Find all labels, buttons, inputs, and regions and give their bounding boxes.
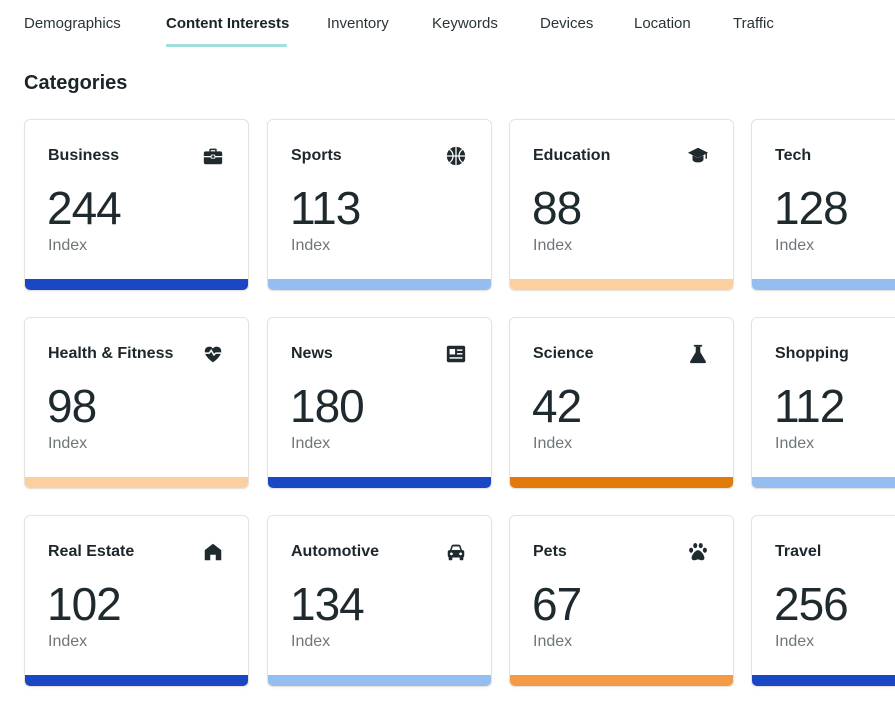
- card-unit: Index: [291, 435, 331, 452]
- flask-icon: [690, 344, 706, 364]
- tab-content-interests[interactable]: Content Interests: [166, 15, 290, 32]
- category-card-automotive[interactable]: Automotive 134 Index: [267, 515, 492, 687]
- card-accent-bar: [752, 675, 895, 686]
- card-unit: Index: [533, 237, 573, 254]
- paw-icon: [689, 543, 707, 561]
- card-title: Science: [533, 345, 594, 362]
- card-value: 88: [532, 182, 582, 234]
- card-title: Health & Fitness: [48, 345, 174, 362]
- card-accent-bar: [25, 675, 248, 686]
- card-unit: Index: [48, 633, 88, 650]
- card-title: Sports: [291, 147, 342, 164]
- card-accent-bar: [268, 279, 491, 290]
- tab-demographics[interactable]: Demographics: [24, 15, 121, 32]
- card-unit: Index: [533, 633, 573, 650]
- card-accent-bar: [268, 675, 491, 686]
- car-icon: [447, 544, 465, 561]
- card-title: Tech: [775, 147, 812, 164]
- category-card-pets[interactable]: Pets 67 Index: [509, 515, 734, 687]
- tab-bar: Demographics Content Interests Inventory…: [0, 0, 895, 48]
- heart-pulse-icon: [204, 346, 222, 363]
- card-accent-bar: [268, 477, 491, 488]
- card-title: Business: [48, 147, 120, 164]
- card-title: Education: [533, 147, 611, 164]
- card-unit: Index: [775, 633, 815, 650]
- card-title: News: [291, 345, 333, 362]
- card-value: 244: [47, 182, 122, 234]
- category-card-education[interactable]: Education 88 Index: [509, 119, 734, 291]
- card-value: 113: [290, 182, 361, 234]
- card-value: 67: [532, 578, 582, 630]
- category-card-tech[interactable]: Tech 128 Index: [751, 119, 895, 291]
- card-value: 256: [774, 578, 849, 630]
- card-accent-bar: [510, 675, 733, 686]
- house-icon: [204, 543, 222, 561]
- card-title: Automotive: [291, 543, 379, 560]
- card-accent-bar: [752, 279, 895, 290]
- card-value: 180: [290, 380, 365, 432]
- card-title: Pets: [533, 543, 567, 560]
- active-tab-indicator: [166, 44, 287, 47]
- card-accent-bar: [25, 477, 248, 488]
- card-title: Real Estate: [48, 543, 135, 560]
- card-accent-bar: [752, 477, 895, 488]
- card-unit: Index: [775, 237, 815, 254]
- category-card-business[interactable]: Business 244 Index: [24, 119, 249, 291]
- tab-inventory[interactable]: Inventory: [327, 15, 389, 32]
- tab-devices[interactable]: Devices: [540, 15, 594, 32]
- basketball-icon: [446, 146, 466, 166]
- card-value: 134: [290, 578, 365, 630]
- briefcase-icon: [203, 148, 223, 165]
- card-value: 98: [47, 380, 97, 432]
- category-card-science[interactable]: Science 42 Index: [509, 317, 734, 489]
- card-unit: Index: [291, 633, 331, 650]
- card-value: 128: [774, 182, 849, 234]
- card-unit: Index: [48, 237, 88, 254]
- card-unit: Index: [48, 435, 88, 452]
- tab-keywords[interactable]: Keywords: [432, 15, 498, 32]
- tab-location[interactable]: Location: [634, 15, 691, 32]
- category-card-travel[interactable]: Travel 256 Index: [751, 515, 895, 687]
- category-card-real-estate[interactable]: Real Estate 102 Index: [24, 515, 249, 687]
- graduation-cap-icon: [687, 147, 709, 163]
- card-title: Travel: [775, 543, 822, 560]
- category-card-news[interactable]: News 180 Index: [267, 317, 492, 489]
- card-accent-bar: [25, 279, 248, 290]
- card-accent-bar: [510, 279, 733, 290]
- card-value: 42: [532, 380, 582, 432]
- tab-traffic[interactable]: Traffic: [733, 15, 774, 32]
- category-card-health-fitness[interactable]: Health & Fitness 98 Index: [24, 317, 249, 489]
- card-accent-bar: [510, 477, 733, 488]
- card-unit: Index: [775, 435, 815, 452]
- card-value: 102: [47, 578, 122, 630]
- category-card-sports[interactable]: Sports 113 Index: [267, 119, 492, 291]
- card-unit: Index: [533, 435, 573, 452]
- card-unit: Index: [291, 237, 331, 254]
- card-title: Shopping: [775, 345, 849, 362]
- section-title: Categories: [24, 72, 128, 94]
- category-card-shopping[interactable]: Shopping 112 Index: [751, 317, 895, 489]
- card-value: 112: [774, 380, 845, 432]
- newspaper-icon: [446, 345, 466, 363]
